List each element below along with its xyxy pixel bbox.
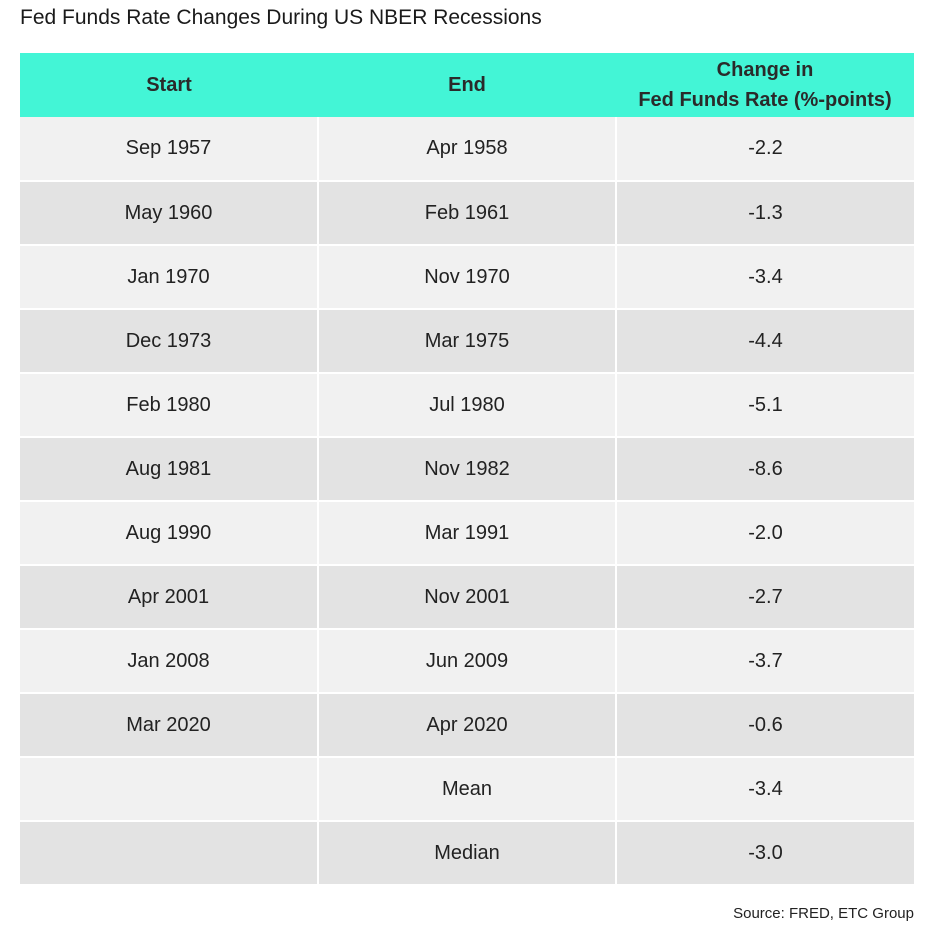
cell-end: Feb 1961 [318, 181, 617, 246]
cell-start: Mar 2020 [20, 693, 319, 758]
table-body: Sep 1957 Apr 1958 -2.2 May 1960 Feb 1961… [20, 117, 914, 886]
cell-change: -4.4 [616, 309, 914, 374]
table-row: Apr 2001 Nov 2001 -2.7 [20, 565, 914, 630]
cell-change: -2.7 [616, 565, 914, 630]
cell-start: Apr 2001 [20, 565, 319, 630]
cell-change: -2.0 [616, 501, 914, 566]
cell-end: Nov 1982 [318, 437, 617, 502]
column-header-change: Change in Fed Funds Rate (%-points) [616, 53, 914, 117]
cell-start: Feb 1980 [20, 373, 319, 438]
table-row: Feb 1980 Jul 1980 -5.1 [20, 373, 914, 438]
column-header-change-line2: Fed Funds Rate (%-points) [638, 89, 892, 111]
cell-start [20, 757, 319, 822]
cell-end: Median [318, 821, 617, 886]
column-header-end: End [448, 74, 486, 96]
summary-row-mean: Mean -3.4 [20, 757, 914, 822]
cell-change: -2.2 [616, 117, 914, 182]
cell-change: -1.3 [616, 181, 914, 246]
cell-start: Aug 1990 [20, 501, 319, 566]
cell-end: Mar 1975 [318, 309, 617, 374]
cell-change: -3.4 [616, 245, 914, 310]
table-row: May 1960 Feb 1961 -1.3 [20, 181, 914, 246]
cell-start: Jan 1970 [20, 245, 319, 310]
cell-start: May 1960 [20, 181, 319, 246]
column-header-change-line1: Change in [716, 59, 814, 81]
cell-start [20, 821, 319, 886]
cell-start: Aug 1981 [20, 437, 319, 502]
table-row: Jan 2008 Jun 2009 -3.7 [20, 629, 914, 694]
cell-start: Jan 2008 [20, 629, 319, 694]
table-row: Aug 1990 Mar 1991 -2.0 [20, 501, 914, 566]
cell-start: Dec 1973 [20, 309, 319, 374]
table-row: Aug 1981 Nov 1982 -8.6 [20, 437, 914, 502]
page-title: Fed Funds Rate Changes During US NBER Re… [20, 6, 542, 29]
column-header-start: Start [146, 74, 192, 96]
table-row: Jan 1970 Nov 1970 -3.4 [20, 245, 914, 310]
source-note: Source: FRED, ETC Group [733, 905, 914, 922]
table-row: Dec 1973 Mar 1975 -4.4 [20, 309, 914, 374]
cell-end: Jul 1980 [318, 373, 617, 438]
cell-change: -8.6 [616, 437, 914, 502]
cell-start: Sep 1957 [20, 117, 319, 182]
cell-end: Jun 2009 [318, 629, 617, 694]
cell-end: Apr 2020 [318, 693, 617, 758]
cell-end: Nov 2001 [318, 565, 617, 630]
table-header-row: Start End Change in Fed Funds Rate (%-po… [20, 53, 914, 117]
cell-end: Mean [318, 757, 617, 822]
table-row: Mar 2020 Apr 2020 -0.6 [20, 693, 914, 758]
cell-end: Nov 1970 [318, 245, 617, 310]
cell-change: -0.6 [616, 693, 914, 758]
cell-change: -5.1 [616, 373, 914, 438]
cell-end: Mar 1991 [318, 501, 617, 566]
cell-end: Apr 1958 [318, 117, 617, 182]
cell-change: -3.0 [616, 821, 914, 886]
table-row: Sep 1957 Apr 1958 -2.2 [20, 117, 914, 182]
cell-change: -3.7 [616, 629, 914, 694]
recession-table: Start End Change in Fed Funds Rate (%-po… [20, 53, 914, 886]
summary-row-median: Median -3.0 [20, 821, 914, 886]
cell-change: -3.4 [616, 757, 914, 822]
